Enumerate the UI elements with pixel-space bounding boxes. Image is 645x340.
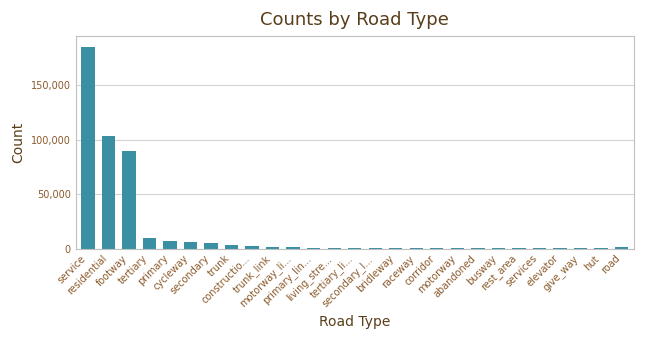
Bar xyxy=(389,248,402,249)
Bar xyxy=(307,248,321,249)
Bar xyxy=(266,246,279,249)
Bar xyxy=(368,248,382,249)
Bar xyxy=(184,242,197,249)
X-axis label: Road Type: Road Type xyxy=(319,315,390,329)
Bar xyxy=(348,248,361,249)
Y-axis label: Count: Count xyxy=(11,122,25,163)
Bar xyxy=(286,247,300,249)
Bar xyxy=(328,248,341,249)
Bar xyxy=(245,246,259,249)
Bar xyxy=(225,245,238,249)
Bar xyxy=(615,246,628,249)
Bar xyxy=(204,242,217,249)
Bar xyxy=(81,47,95,249)
Title: Counts by Road Type: Counts by Road Type xyxy=(261,11,449,29)
Bar xyxy=(143,238,156,249)
Bar xyxy=(163,241,177,249)
Bar xyxy=(410,248,423,249)
Bar xyxy=(123,151,135,249)
Bar xyxy=(102,136,115,249)
